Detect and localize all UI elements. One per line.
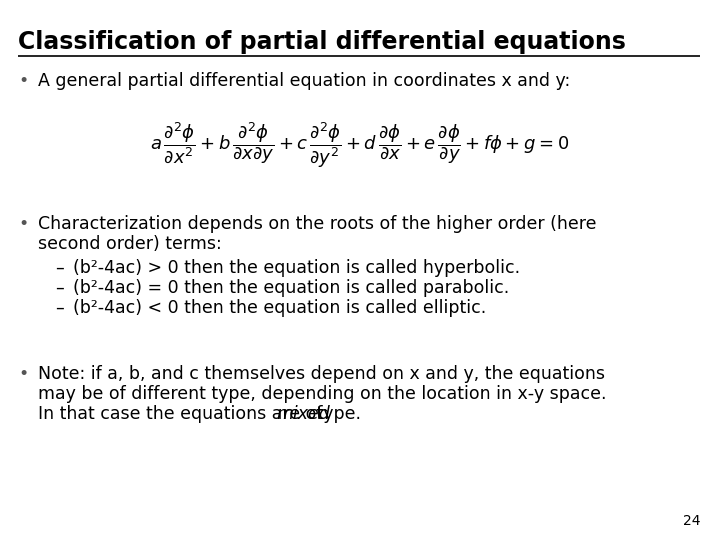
Text: (b²-4ac) = 0 then the equation is called parabolic.: (b²-4ac) = 0 then the equation is called… [73,279,509,297]
Text: (b²-4ac) > 0 then the equation is called hyperbolic.: (b²-4ac) > 0 then the equation is called… [73,259,520,277]
Text: 24: 24 [683,514,700,528]
Text: Note: if a, b, and c themselves depend on x and y, the equations: Note: if a, b, and c themselves depend o… [38,365,605,383]
Text: •: • [18,365,28,383]
Text: (b²-4ac) < 0 then the equation is called elliptic.: (b²-4ac) < 0 then the equation is called… [73,299,486,317]
Text: –: – [55,279,64,297]
Text: may be of different type, depending on the location in x-y space.: may be of different type, depending on t… [38,385,606,403]
Text: –: – [55,259,64,277]
Text: $a\,\dfrac{\partial^2\phi}{\partial x^2}+b\,\dfrac{\partial^2\phi}{\partial x\pa: $a\,\dfrac{\partial^2\phi}{\partial x^2}… [150,120,570,170]
Text: Characterization depends on the roots of the higher order (here: Characterization depends on the roots of… [38,215,596,233]
Text: •: • [18,215,28,233]
Text: A general partial differential equation in coordinates x and y:: A general partial differential equation … [38,72,570,90]
Text: –: – [55,299,64,317]
Text: •: • [18,72,28,90]
Text: mixed: mixed [276,405,330,423]
Text: type.: type. [311,405,361,423]
Text: In that case the equations are of: In that case the equations are of [38,405,328,423]
Text: second order) terms:: second order) terms: [38,235,222,253]
Text: Classification of partial differential equations: Classification of partial differential e… [18,30,626,54]
